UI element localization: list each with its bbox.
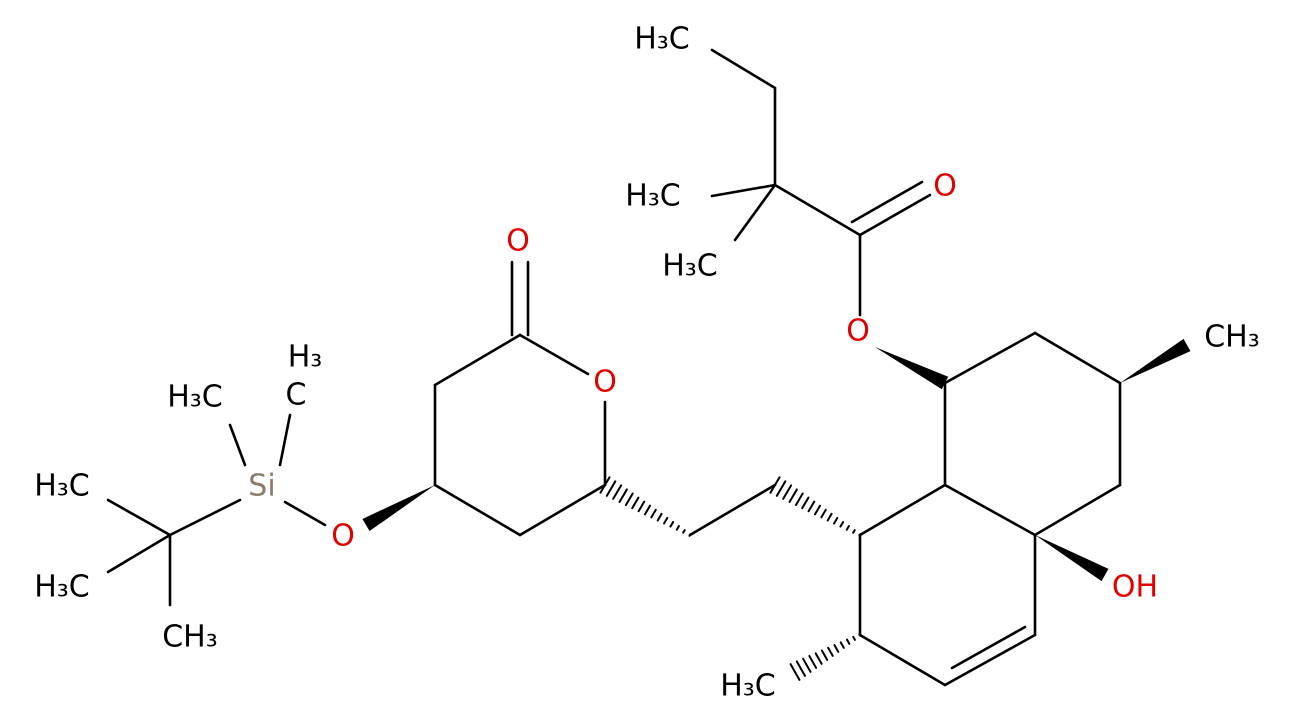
bond: [733, 183, 777, 242]
hash-bond: [656, 512, 663, 522]
hash-bond: [839, 641, 845, 649]
hash-bond: [845, 525, 850, 531]
hash-bond: [650, 508, 657, 519]
atom-label: Si: [248, 469, 275, 504]
hash-bond: [612, 484, 623, 500]
wedge-bond: [1035, 535, 1109, 582]
atom-label: CH₃: [162, 620, 218, 655]
hash-bond: [808, 654, 818, 669]
hash-bond: [852, 635, 856, 641]
bond: [1033, 331, 1122, 385]
hash-bond: [820, 649, 829, 661]
bond: [710, 183, 777, 198]
atom-label: H₃C: [167, 380, 223, 415]
bond: [710, 48, 777, 90]
wedge-bond: [1120, 338, 1191, 383]
bond: [278, 413, 292, 467]
hash-bond: [802, 657, 812, 673]
bond: [858, 633, 947, 687]
hash-bond: [858, 633, 862, 637]
bond: [773, 183, 862, 237]
hash-bond: [782, 484, 793, 500]
atom-label: CH₃: [1204, 320, 1260, 355]
atom-label: O: [846, 314, 870, 349]
hash-bond: [688, 533, 692, 537]
bond: [858, 483, 947, 537]
hash-bond: [845, 638, 851, 645]
hash-bond: [663, 516, 669, 525]
hash-bond: [637, 500, 646, 513]
hash-bond: [814, 652, 823, 665]
hash-bond: [807, 500, 816, 513]
bond: [518, 483, 607, 537]
bonds: [106, 48, 1191, 687]
bond: [228, 423, 247, 467]
bond: [1033, 483, 1122, 537]
atom-label: H₃C: [634, 22, 690, 57]
hash-bond: [858, 533, 862, 537]
bond: [850, 180, 924, 224]
bond: [168, 498, 242, 537]
hash-bond: [852, 529, 856, 534]
atom-label: OH: [1112, 570, 1158, 605]
bond: [858, 193, 932, 237]
atom-label: H₃C: [720, 669, 776, 704]
atom-label: H₃C: [662, 249, 718, 284]
hash-bond: [631, 496, 640, 510]
hash-bond: [643, 504, 652, 516]
atom-label: O: [506, 224, 530, 259]
bond: [950, 625, 1027, 670]
hash-bond: [794, 492, 804, 507]
hash-bond: [675, 525, 680, 531]
bond: [518, 333, 590, 376]
hash-bond: [618, 488, 628, 503]
hash-bond: [624, 492, 634, 507]
bond: [433, 333, 522, 387]
atom-label: C: [286, 378, 307, 413]
bond: [433, 483, 522, 537]
wedge-bond: [362, 485, 435, 532]
bond: [688, 483, 777, 537]
bond: [283, 500, 327, 527]
wedge-bond: [875, 347, 949, 390]
atom-label: H₃C: [34, 570, 90, 605]
hash-bond: [813, 504, 822, 516]
hash-bond: [826, 512, 833, 522]
bond: [943, 331, 1037, 385]
bond: [943, 483, 1037, 537]
atom-label: O: [593, 365, 617, 400]
bond: [943, 633, 1037, 687]
bond: [106, 498, 172, 537]
hash-bond: [820, 508, 827, 519]
bond: [106, 533, 172, 574]
hash-bond: [839, 520, 845, 528]
hash-bond: [789, 663, 801, 681]
atom-label: O: [933, 169, 957, 204]
hash-bond: [605, 480, 617, 497]
hash-bond: [833, 516, 839, 525]
hash-bond: [833, 644, 840, 653]
atom-label: O: [331, 519, 355, 554]
hash-bond: [682, 529, 686, 534]
hash-bond: [775, 480, 787, 497]
atom-label: H₃C: [625, 179, 681, 214]
hash-bond: [827, 646, 834, 657]
hash-bond: [801, 496, 810, 510]
atom-label: H₃C: [34, 469, 90, 504]
hash-bond: [795, 660, 807, 677]
hash-bond: [788, 488, 798, 503]
hash-bond: [669, 520, 675, 528]
atom-label: H₃: [288, 340, 323, 375]
